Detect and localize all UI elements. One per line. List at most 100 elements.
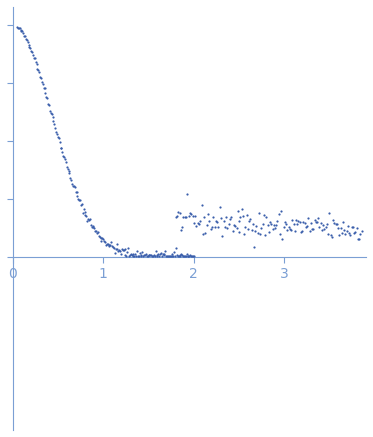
Point xyxy=(331,219,337,226)
Point xyxy=(245,225,251,232)
Point xyxy=(256,210,262,217)
Point xyxy=(304,222,310,229)
Point xyxy=(57,139,63,146)
Point xyxy=(76,196,82,203)
Point xyxy=(118,250,124,257)
Point xyxy=(17,24,23,31)
Point xyxy=(192,212,198,219)
Point xyxy=(223,213,229,220)
Point xyxy=(56,135,62,142)
Point xyxy=(170,253,176,260)
Point xyxy=(336,231,342,238)
Point xyxy=(106,243,112,250)
Point xyxy=(326,210,332,217)
Point xyxy=(262,231,268,238)
Point xyxy=(241,231,247,238)
Point xyxy=(14,23,20,30)
Point xyxy=(276,211,282,218)
Point xyxy=(161,252,167,259)
Point xyxy=(31,55,37,62)
Point xyxy=(184,250,190,257)
Point xyxy=(81,205,87,212)
Point xyxy=(190,253,196,260)
Point xyxy=(55,134,61,141)
Point xyxy=(77,197,83,204)
Point xyxy=(255,229,261,236)
Point xyxy=(24,37,30,44)
Point xyxy=(46,101,52,108)
Point xyxy=(174,251,180,258)
Point xyxy=(111,245,117,252)
Point xyxy=(216,223,222,230)
Point xyxy=(140,253,146,260)
Point xyxy=(64,164,70,171)
Point xyxy=(145,251,151,258)
Point xyxy=(264,221,270,228)
Point xyxy=(69,180,75,187)
Point xyxy=(240,213,246,220)
Point xyxy=(106,242,112,249)
Point xyxy=(109,243,115,250)
Point xyxy=(115,247,121,254)
Point xyxy=(50,117,56,124)
Point xyxy=(355,236,361,243)
Point xyxy=(246,217,252,224)
Point xyxy=(120,247,126,254)
Point xyxy=(19,28,25,35)
Point xyxy=(263,213,269,220)
Point xyxy=(289,217,295,224)
Point xyxy=(179,223,185,230)
Point xyxy=(128,250,134,257)
Point xyxy=(334,220,340,227)
Point xyxy=(19,28,25,35)
Point xyxy=(47,108,53,114)
Point xyxy=(208,226,214,233)
Point xyxy=(345,222,351,229)
Point xyxy=(38,74,44,81)
Point xyxy=(54,131,60,138)
Point xyxy=(323,224,329,231)
Point xyxy=(180,253,186,260)
Point xyxy=(122,251,128,258)
Point xyxy=(244,212,250,218)
Point xyxy=(59,149,65,156)
Point xyxy=(169,252,175,259)
Point xyxy=(122,246,128,253)
Point xyxy=(250,221,256,228)
Point xyxy=(160,250,166,257)
Point xyxy=(59,145,65,152)
Point xyxy=(182,213,188,220)
Point xyxy=(168,252,174,259)
Point xyxy=(175,209,181,216)
Point xyxy=(319,226,325,233)
Point xyxy=(51,121,57,128)
Point xyxy=(113,246,119,253)
Point xyxy=(149,253,155,260)
Point xyxy=(178,253,184,260)
Point xyxy=(183,213,189,220)
Point xyxy=(144,253,150,260)
Point xyxy=(127,252,133,259)
Point xyxy=(141,252,147,259)
Point xyxy=(309,225,315,232)
Point xyxy=(163,253,169,260)
Point xyxy=(346,229,352,236)
Point xyxy=(21,32,27,39)
Point xyxy=(28,47,34,54)
Point xyxy=(158,250,164,257)
Point xyxy=(310,225,316,232)
Point xyxy=(178,226,184,233)
Point xyxy=(166,253,172,260)
Point xyxy=(227,216,233,223)
Point xyxy=(307,228,313,235)
Point xyxy=(138,253,144,260)
Point xyxy=(82,211,88,218)
Point xyxy=(242,224,248,231)
Point xyxy=(147,252,153,259)
Point xyxy=(340,218,346,225)
Point xyxy=(39,78,45,85)
Point xyxy=(91,225,97,232)
Point xyxy=(16,24,22,31)
Point xyxy=(138,251,144,258)
Point xyxy=(175,253,181,260)
